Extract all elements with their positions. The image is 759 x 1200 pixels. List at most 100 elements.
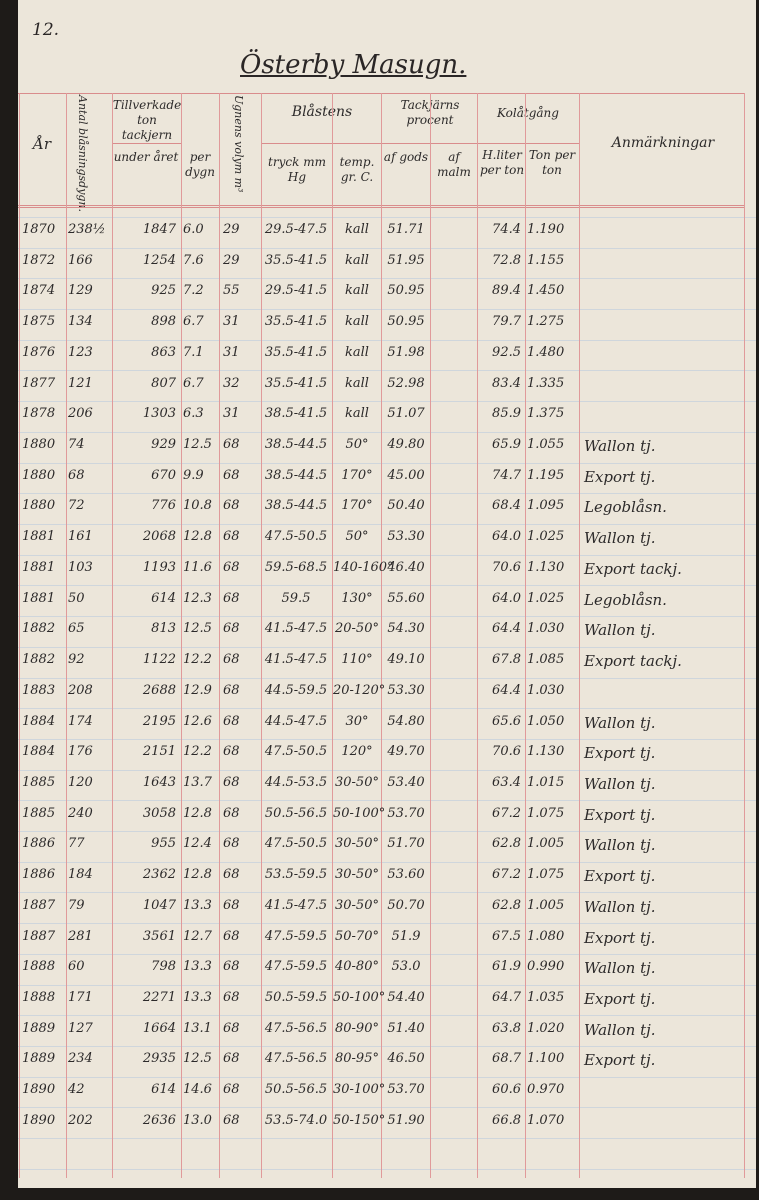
table-cell: 1886 <box>22 867 56 882</box>
table-cell: 6.7 <box>183 376 204 391</box>
table-cell: 898 <box>151 314 176 329</box>
table-cell: 1884 <box>22 714 56 729</box>
table-cell: 89.4 <box>492 283 521 298</box>
table-cell: 51.98 <box>387 345 425 360</box>
table-cell: Export tackj. <box>584 560 682 578</box>
table-cell: 1.035 <box>527 990 565 1005</box>
table-cell: 240 <box>68 806 93 821</box>
ruled-line <box>18 463 756 464</box>
header-charcoal-hl: H.liter per ton <box>479 148 525 177</box>
table-cell: 41.5-47.5 <box>264 898 328 913</box>
table-cell: 50-150° <box>333 1113 386 1128</box>
table-cell: 62.8 <box>492 836 521 851</box>
table-cell: 53.0 <box>391 959 421 974</box>
table-cell: Export tj. <box>584 1051 656 1069</box>
column-rule <box>430 93 431 1178</box>
table-cell: 35.5-41.5 <box>264 345 328 360</box>
table-cell: 31 <box>223 314 240 329</box>
table-cell: 1.030 <box>527 621 565 636</box>
table-cell: 208 <box>68 683 93 698</box>
table-cell: 13.0 <box>183 1113 212 1128</box>
table-cell: 13.3 <box>183 990 212 1005</box>
table-cell: 1.070 <box>527 1113 565 1128</box>
table-cell: 614 <box>151 591 176 606</box>
table-cell: 1885 <box>22 775 56 790</box>
table-cell: 47.5-56.5 <box>264 1021 328 1036</box>
table-cell: 53.60 <box>387 867 425 882</box>
table-cell: 2068 <box>142 529 176 544</box>
table-cell: 123 <box>68 345 93 360</box>
table-cell: 51.9 <box>391 929 421 944</box>
table-cell: 29 <box>223 222 240 237</box>
ruled-line <box>18 493 756 494</box>
table-cell: 62.8 <box>492 898 521 913</box>
table-cell: 50.5-59.5 <box>264 990 328 1005</box>
table-cell: 0.990 <box>527 959 565 974</box>
table-cell: 614 <box>151 1082 176 1097</box>
table-cell: 50.95 <box>387 314 425 329</box>
table-cell: 30-50° <box>335 775 379 790</box>
table-cell: 13.1 <box>183 1021 212 1036</box>
ruled-line <box>18 585 756 586</box>
table-cell: 1.025 <box>527 529 565 544</box>
table-cell: 70.6 <box>492 744 521 759</box>
table-cell: 2636 <box>142 1113 176 1128</box>
table-cell: 61.9 <box>492 959 521 974</box>
ruled-line <box>18 954 756 955</box>
ruled-line <box>18 217 756 218</box>
table-cell: 54.80 <box>387 714 425 729</box>
ruled-line <box>18 678 756 679</box>
table-cell: 1303 <box>142 406 176 421</box>
table-cell: 1.275 <box>527 314 565 329</box>
table-cell: 1890 <box>22 1082 56 1097</box>
table-cell: 79 <box>68 898 85 913</box>
table-cell: 1643 <box>142 775 176 790</box>
ruled-line <box>18 831 756 832</box>
table-cell: 1.130 <box>527 560 565 575</box>
table-cell: 68 <box>223 683 240 698</box>
table-cell: 1.095 <box>527 498 565 513</box>
table-cell: 65.9 <box>492 437 521 452</box>
table-cell: 1.335 <box>527 376 565 391</box>
table-cell: 6.7 <box>183 314 204 329</box>
table-cell: 12.3 <box>183 591 212 606</box>
table-cell: Export tj. <box>584 990 656 1008</box>
table-cell: kall <box>345 406 369 421</box>
table-cell: 955 <box>151 836 176 851</box>
table-cell: kall <box>345 253 369 268</box>
ruled-line <box>18 401 756 402</box>
table-cell: 12.7 <box>183 929 212 944</box>
table-cell: Wallon tj. <box>584 959 656 977</box>
table-cell: 68.7 <box>492 1051 521 1066</box>
table-cell: 51.70 <box>387 836 425 851</box>
table-cell: 50.95 <box>387 283 425 298</box>
table-cell: 1875 <box>22 314 56 329</box>
ruled-line <box>18 739 756 740</box>
header-pct-malm: af malm <box>437 150 471 179</box>
table-cell: 1664 <box>142 1021 176 1036</box>
table-cell: 1883 <box>22 683 56 698</box>
table-cell: 0.970 <box>527 1082 565 1097</box>
table-cell: 66.8 <box>492 1113 521 1128</box>
table-cell: 3058 <box>142 806 176 821</box>
column-rule <box>181 93 182 1178</box>
table-cell: 83.4 <box>492 376 521 391</box>
table-cell: 206 <box>68 406 93 421</box>
ruled-line <box>18 800 756 801</box>
table-cell: 13.3 <box>183 959 212 974</box>
table-cell: 47.5-50.5 <box>264 744 328 759</box>
table-cell: 35.5-41.5 <box>264 253 328 268</box>
table-cell: 38.5-41.5 <box>264 406 328 421</box>
table-cell: 50 <box>68 591 85 606</box>
table-cell: 1.155 <box>527 253 565 268</box>
table-cell: 134 <box>68 314 93 329</box>
table-cell: 1886 <box>22 836 56 851</box>
table-cell: Export tackj. <box>584 652 682 670</box>
table-cell: 176 <box>68 744 93 759</box>
table-cell: 1.075 <box>527 867 565 882</box>
header-charcoal-ton: Ton per ton <box>528 148 576 177</box>
table-cell: 64.7 <box>492 990 521 1005</box>
column-rule <box>525 93 526 1178</box>
table-cell: 53.30 <box>387 683 425 698</box>
table-cell: 64.4 <box>492 621 521 636</box>
